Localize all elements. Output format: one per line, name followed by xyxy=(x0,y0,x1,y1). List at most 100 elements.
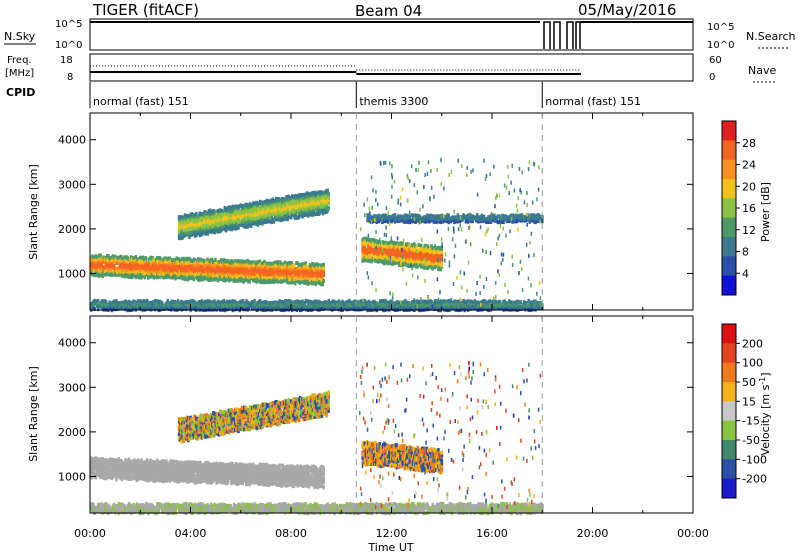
data-cell xyxy=(279,218,283,223)
cpid-segment-label: themis 3300 xyxy=(359,95,428,108)
data-cell xyxy=(214,257,217,262)
data-cell xyxy=(236,222,239,227)
data-cell xyxy=(214,268,217,272)
data-cell xyxy=(179,303,182,308)
data-cell xyxy=(253,299,256,304)
data-cell xyxy=(201,272,205,277)
data-cell xyxy=(285,199,288,204)
data-cell xyxy=(287,194,291,199)
data-cell xyxy=(94,272,98,277)
data-cell xyxy=(304,261,307,266)
data-cell xyxy=(169,303,173,308)
data-cell xyxy=(434,261,438,266)
data-cell xyxy=(150,271,153,276)
data-cell xyxy=(259,298,262,303)
data-cell xyxy=(268,219,271,224)
nsky-tick-top: 10^5 xyxy=(55,19,82,30)
data-cell xyxy=(283,201,286,205)
data-cell xyxy=(224,265,227,270)
cpid-segments: normal (fast) 151 themis 3300 normal (fast… xyxy=(93,82,641,108)
data-cell xyxy=(273,271,276,276)
data-cell xyxy=(242,279,246,284)
data-cell xyxy=(434,263,438,268)
data-cell xyxy=(182,256,185,261)
data-cell xyxy=(143,275,147,280)
data-cell xyxy=(282,278,286,283)
data-cell xyxy=(134,255,137,259)
data-cell xyxy=(261,205,264,210)
data-cell xyxy=(327,201,330,206)
data-cell xyxy=(243,259,247,264)
data-cell xyxy=(377,250,380,255)
data-cell xyxy=(176,299,180,304)
freq-unit: [MHz] xyxy=(5,68,34,79)
data-cell xyxy=(392,254,395,259)
data-cell xyxy=(401,241,405,246)
nave-label: Nave xyxy=(748,64,776,77)
data-cell xyxy=(416,264,419,269)
data-cell xyxy=(289,215,293,220)
data-cell xyxy=(161,269,165,274)
data-cell xyxy=(327,194,330,199)
nave-tick-bottom: 0 xyxy=(709,72,715,83)
data-cell xyxy=(282,272,286,277)
data-cell xyxy=(322,262,325,267)
data-cell xyxy=(405,300,408,305)
data-cell xyxy=(259,204,262,209)
data-cell xyxy=(92,304,95,309)
data-cell xyxy=(282,269,286,274)
data-cell xyxy=(208,208,212,213)
data-cell xyxy=(363,244,367,248)
nsky-label: N.Sky xyxy=(4,30,36,43)
data-cell xyxy=(191,299,195,303)
data-cell xyxy=(519,300,522,305)
data-cell xyxy=(255,278,258,282)
nsearch-pulse xyxy=(575,21,581,49)
data-cell xyxy=(192,217,196,222)
data-cell xyxy=(422,256,425,261)
data-cell xyxy=(174,260,177,265)
data-cell xyxy=(129,255,133,260)
data-cell xyxy=(208,299,212,304)
data-cell xyxy=(273,260,276,265)
data-cell xyxy=(393,213,397,218)
data-cell xyxy=(488,299,492,304)
data-cell xyxy=(303,280,306,285)
data-cell xyxy=(93,299,96,303)
data-cell xyxy=(417,243,421,248)
data-cell xyxy=(265,261,268,266)
data-cell xyxy=(321,207,325,212)
freq-frame xyxy=(89,53,694,82)
data-cell xyxy=(257,202,261,207)
data-cell xyxy=(317,205,320,210)
data-cell xyxy=(424,243,427,248)
data-cell xyxy=(192,277,196,282)
data-cell xyxy=(508,299,511,304)
data-cell xyxy=(225,270,229,274)
freq-label: Freq. xyxy=(7,55,32,66)
data-cell xyxy=(222,262,225,267)
nsearch-label: N.Search xyxy=(746,30,796,43)
data-cell xyxy=(439,267,442,272)
data-cell xyxy=(164,256,167,261)
data-cell xyxy=(220,208,223,213)
data-cell xyxy=(262,280,265,285)
data-cell xyxy=(321,211,325,216)
data-cell xyxy=(433,244,437,249)
data-cell xyxy=(259,280,263,285)
data-cell xyxy=(156,256,159,260)
data-cell xyxy=(230,212,233,217)
data-cell xyxy=(180,260,183,265)
nsearch-pulse xyxy=(566,21,574,49)
data-cell xyxy=(263,302,267,307)
data-cell xyxy=(217,305,221,310)
data-cell xyxy=(370,259,373,264)
data-cell xyxy=(115,299,118,304)
data-cell xyxy=(309,208,312,213)
data-cell xyxy=(248,279,251,284)
data-cell xyxy=(132,256,135,261)
data-cell xyxy=(322,272,325,277)
data-cell xyxy=(168,256,172,261)
data-cell xyxy=(327,206,330,211)
